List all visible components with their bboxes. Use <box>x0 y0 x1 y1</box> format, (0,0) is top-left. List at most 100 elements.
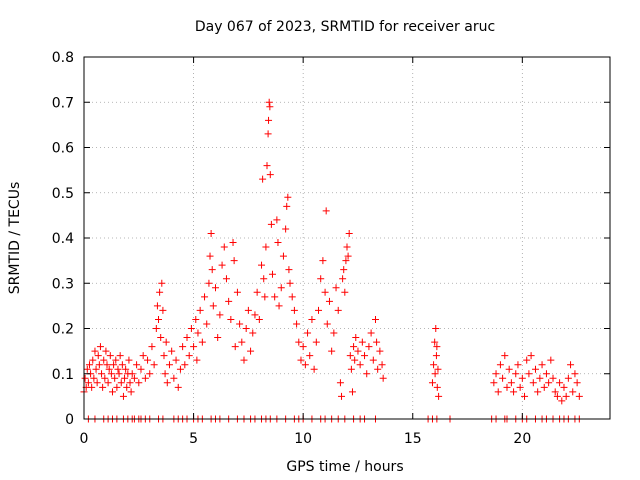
data-point <box>85 361 93 369</box>
data-point <box>367 329 375 337</box>
data-point <box>185 352 193 360</box>
data-point <box>433 383 441 391</box>
data-point <box>558 397 566 405</box>
data-point <box>547 356 555 364</box>
data-point <box>150 361 158 369</box>
data-point <box>244 306 252 314</box>
data-point <box>345 229 353 237</box>
data-point <box>260 275 268 283</box>
data-point <box>542 370 550 378</box>
data-point <box>510 388 518 396</box>
data-point <box>242 325 250 332</box>
y-axis-label: SRMTID / TECUs <box>7 182 23 295</box>
data-point <box>101 374 109 382</box>
data-point <box>274 239 282 247</box>
data-point <box>334 306 342 314</box>
data-point <box>251 311 259 319</box>
data-point <box>285 266 293 274</box>
data-point <box>297 356 305 364</box>
data-point <box>379 374 387 382</box>
data-point <box>130 374 138 382</box>
data-point <box>153 302 161 310</box>
data-point <box>531 365 539 373</box>
data-point <box>323 320 331 328</box>
data-point <box>172 356 180 364</box>
data-point <box>321 288 329 296</box>
chart-title: Day 067 of 2023, SRMTID for receiver aru… <box>195 19 495 35</box>
data-point <box>279 252 287 260</box>
data-point <box>282 225 290 233</box>
data-point <box>534 388 542 396</box>
data-point <box>575 392 583 400</box>
data-point <box>193 356 201 364</box>
data-point <box>128 370 136 378</box>
data-point <box>102 347 110 355</box>
y-tick-label: 0.6 <box>52 141 74 157</box>
data-point <box>238 338 246 346</box>
data-point <box>89 356 97 364</box>
grid <box>84 57 610 419</box>
data-point <box>162 338 170 346</box>
data-point <box>271 293 279 301</box>
y-tick-label: 0.8 <box>52 50 74 66</box>
data-point <box>123 383 131 391</box>
data-point <box>343 243 351 251</box>
data-point <box>529 379 537 387</box>
data-point <box>494 388 502 396</box>
data-point <box>206 252 214 260</box>
data-point <box>293 320 301 328</box>
data-point <box>218 261 226 269</box>
x-tick-label: 0 <box>80 431 89 447</box>
data-point <box>163 379 171 387</box>
data-point <box>265 98 273 106</box>
data-point <box>259 175 267 183</box>
data-point <box>265 116 273 124</box>
data-point <box>266 171 274 179</box>
data-point <box>317 275 325 283</box>
axis-ticks <box>83 56 610 420</box>
data-point <box>187 325 195 332</box>
plot-frame <box>83 56 611 420</box>
data-point <box>312 338 320 346</box>
data-point <box>222 275 230 283</box>
data-point <box>121 374 129 382</box>
data-point <box>208 266 216 274</box>
data-point <box>350 343 358 351</box>
data-point <box>88 383 96 391</box>
data-point <box>304 329 312 337</box>
data-point <box>346 352 354 360</box>
data-point <box>170 374 178 382</box>
data-point <box>347 365 355 373</box>
data-point <box>275 302 283 310</box>
data-point <box>308 315 316 323</box>
data-point <box>155 315 163 323</box>
data-point <box>146 370 154 378</box>
data-point <box>99 383 107 391</box>
data-point <box>365 343 373 351</box>
data-point <box>435 392 443 400</box>
data-point <box>105 365 113 373</box>
data-point <box>262 243 270 251</box>
data-point <box>325 297 333 305</box>
data-point <box>216 311 224 319</box>
data-point <box>168 347 176 355</box>
data-point <box>284 193 292 201</box>
data-point <box>328 347 336 355</box>
data-point <box>374 365 382 373</box>
data-point <box>286 279 294 287</box>
data-point <box>277 284 285 292</box>
data-point <box>492 370 500 378</box>
data-point <box>373 338 381 346</box>
data-point <box>538 361 546 369</box>
data-point <box>299 343 307 351</box>
data-point <box>225 297 233 305</box>
data-point <box>116 352 124 360</box>
data-point <box>263 162 271 170</box>
data-point <box>110 361 118 369</box>
x-tick-label: 15 <box>404 431 422 447</box>
data-point <box>160 352 168 360</box>
data-point <box>319 257 327 265</box>
data-point <box>306 352 314 360</box>
data-point <box>376 347 384 355</box>
data-point <box>428 379 436 387</box>
